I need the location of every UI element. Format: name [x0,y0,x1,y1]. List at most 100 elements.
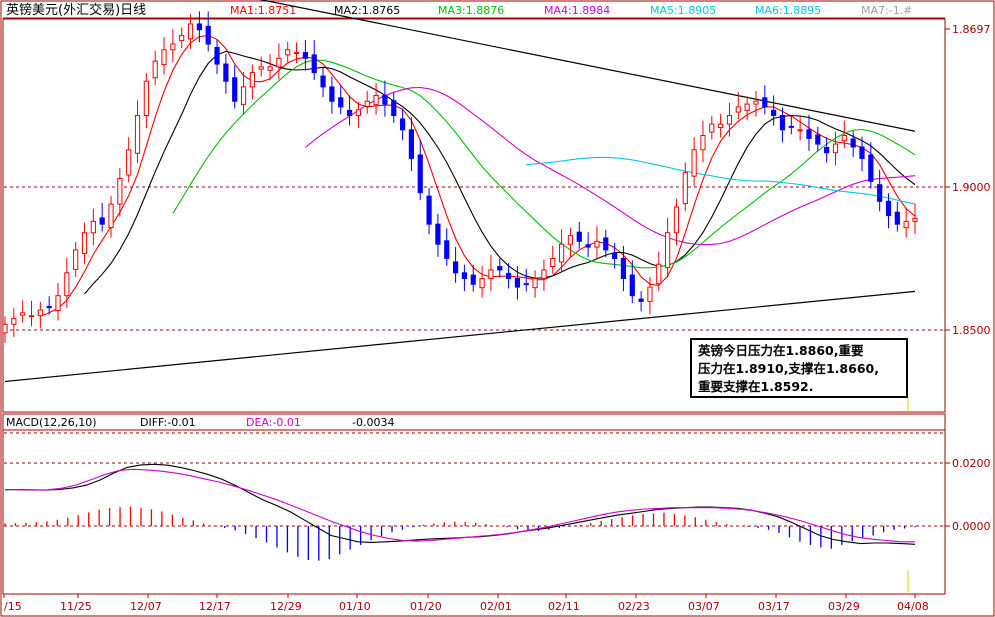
candle-body [497,266,503,271]
candle [444,228,450,266]
candle [779,107,786,143]
x-tick-label: 02/01 [480,600,512,613]
candle [205,11,211,52]
candle-body [311,54,317,74]
candle [240,72,247,115]
candle [488,255,494,292]
candle-body [709,123,715,133]
dea-line [4,468,915,543]
candle [223,53,229,94]
candle [541,259,547,292]
candle-body [37,309,43,317]
candle-body [285,49,291,56]
candle-body [673,206,680,234]
candle-body [505,272,512,280]
ma4-line [305,86,916,246]
candle-body [223,63,229,82]
ma5-line [526,156,916,205]
ma2-line [84,50,916,295]
candle-body [718,123,724,129]
candle-body [603,237,609,251]
candle [665,217,671,278]
candle [346,95,353,126]
candle-body [55,295,61,312]
candle-body [364,100,370,107]
candle [709,116,715,140]
candle-body [134,115,141,154]
candle-body [824,147,830,154]
candle-body [179,34,185,42]
ma6-label: MA6:1.8895 [755,4,821,17]
candle [718,113,724,138]
candle [134,100,141,164]
candle-body [276,57,282,68]
candle [152,50,158,86]
candle-body [479,278,485,289]
candle-body [762,97,768,108]
macd-layer [4,463,916,561]
candle [523,268,529,292]
candle [214,39,220,75]
candle-body [143,80,149,116]
candle-body [726,115,733,125]
candle-body [108,203,114,229]
x-tick-label: 12/07 [130,600,162,613]
candle-body [187,23,194,40]
x-tick-label: 11/25 [60,600,92,613]
candle-body [868,154,874,182]
macd-dea-label: DEA:-0.01 [246,416,301,429]
candle [788,116,794,135]
candle [293,42,300,64]
candle [647,276,653,314]
x-tick-label: 01/10 [339,600,371,613]
candle [81,222,88,264]
candle [276,43,282,80]
macd-name: MACD(12,26,10) [6,416,97,429]
candle-body [859,146,865,159]
candle-body [408,129,415,159]
candle-body [488,269,494,280]
candle [435,213,441,257]
x-tick-label: 02/23 [618,600,650,613]
candle-body [249,72,255,88]
candle [391,92,397,123]
candle [585,232,591,258]
candle [126,137,132,183]
candle-body [81,232,88,254]
annotation-box: 英镑今日压力在1.8860,重要 压力在1.8910,支撑在1.8660, 重要… [690,338,908,398]
candle-body [435,223,441,245]
candle-body [90,220,96,234]
candle-body [771,109,777,116]
candle [90,208,96,246]
trendline-resistance [259,0,916,132]
candle [267,54,273,81]
candle [850,130,856,157]
candle-body [302,52,308,59]
candle-body [594,240,600,248]
candle [735,92,741,120]
candle [99,203,105,232]
candle-body [338,97,344,108]
candle [285,41,291,63]
candle-body [656,263,662,285]
candle-body [214,46,220,65]
candle [638,291,644,312]
candle [258,56,264,77]
candle-body [382,94,388,105]
candle [629,260,635,304]
candle-body [779,115,786,131]
price-axis-label-19000: 1.9000 [952,181,991,194]
ma4-label: MA4:1.8984 [544,4,610,17]
candle [603,229,609,258]
candle-body [320,75,326,88]
candle-body [841,135,847,142]
candle [452,247,459,283]
candle [567,227,574,257]
candle-body [629,274,635,297]
candle [249,64,255,100]
candle-body [126,149,132,176]
annotation-line-2: 压力在1.8910,支撑在1.8660, [698,361,879,376]
candle-body [550,258,556,268]
